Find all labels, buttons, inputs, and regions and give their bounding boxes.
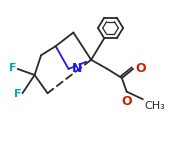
Text: O: O [135,62,146,75]
Text: F: F [14,89,21,99]
Text: N: N [72,62,82,75]
Text: O: O [121,95,132,108]
Text: CH₃: CH₃ [144,101,165,111]
Text: F: F [9,63,16,73]
